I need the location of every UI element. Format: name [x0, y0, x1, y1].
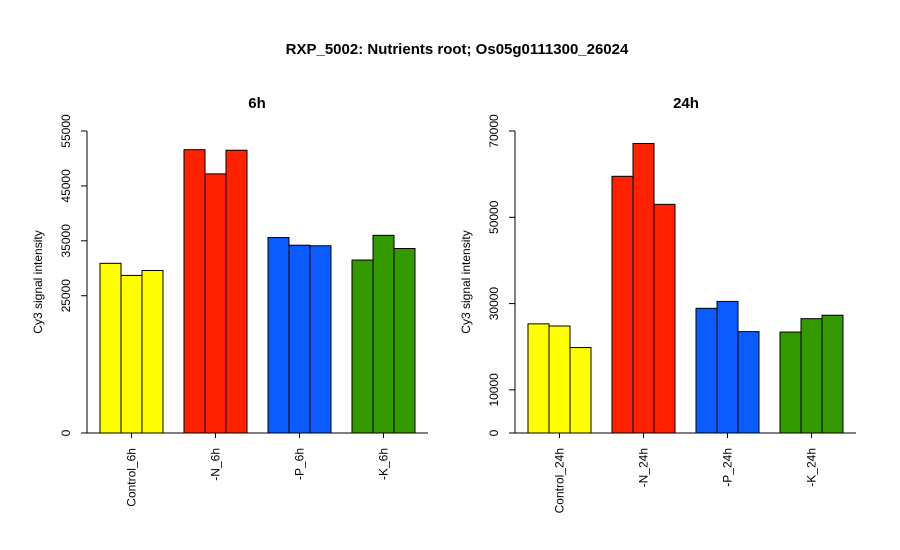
- y-tick-label-24h: 10000: [487, 373, 501, 407]
- category-label-24h: -K_24h: [805, 448, 819, 487]
- category-label-24h: Control_24h: [553, 448, 567, 513]
- category-label-6h: -K_6h: [377, 448, 391, 480]
- category-label-6h: -N_6h: [209, 448, 223, 481]
- bar-k-24h-rep2: [800, 318, 823, 434]
- chart-24h: 24h Cy3 signal intensity 0 10000 30000 5000…: [459, 95, 856, 513]
- bar-n-6h-rep2: [204, 173, 227, 434]
- chart-title-6h: 6h: [248, 95, 266, 112]
- bar-control-6h-rep3: [141, 269, 164, 434]
- y-tick-label-6h: 45000: [59, 169, 73, 203]
- category-label-24h: -N_24h: [637, 448, 651, 487]
- bar-p-24h-rep1: [695, 307, 718, 434]
- bar-n-24h-rep1: [611, 175, 634, 434]
- bar-k-6h-rep1: [351, 259, 374, 434]
- bar-n-6h-rep3: [225, 149, 248, 434]
- bar-k-6h-rep3: [393, 248, 416, 434]
- bar-p-6h-rep1: [267, 237, 290, 434]
- y-tick-label-6h: 35000: [59, 224, 73, 258]
- bar-n-6h-rep1: [183, 149, 206, 434]
- bar-control-24h-rep3: [569, 347, 592, 434]
- chart-title-24h: 24h: [673, 95, 699, 112]
- y-tick-label-6h: 25000: [59, 279, 73, 313]
- bar-n-24h-rep3: [653, 203, 676, 434]
- y-axis-label-24h: Cy3 signal intensity: [459, 230, 473, 333]
- y-tick-label-24h: 50000: [487, 200, 501, 234]
- bar-p-24h-rep3: [737, 331, 760, 434]
- y-tick-label-24h: 30000: [487, 287, 501, 321]
- y-tick-label-6h: 55000: [59, 114, 73, 148]
- y-axis-label-6h: Cy3 signal intensity: [31, 230, 45, 333]
- bar-control-24h-rep1: [527, 323, 550, 434]
- bar-k-24h-rep1: [779, 331, 802, 434]
- chart-6h: 6h Cy3 signal intensity 0 25000 35000 45000…: [31, 95, 428, 507]
- y-tick-label-24h: 70000: [487, 114, 501, 148]
- category-label-6h: Control_6h: [125, 448, 139, 507]
- figure-title: RXP_5002: Nutrients root; Os05g0111300_2…: [286, 41, 629, 58]
- y-tick-label-6h: 0: [59, 429, 73, 436]
- bar-control-24h-rep2: [548, 325, 571, 434]
- bar-p-6h-rep2: [288, 244, 311, 434]
- category-label-24h: -P_24h: [721, 448, 735, 487]
- bar-p-6h-rep3: [309, 245, 332, 434]
- bar-control-6h-rep2: [120, 274, 143, 434]
- bar-n-24h-rep2: [632, 143, 655, 434]
- bar-k-6h-rep2: [372, 234, 395, 434]
- bar-p-24h-rep2: [716, 300, 739, 434]
- bar-control-6h-rep1: [99, 262, 122, 434]
- y-tick-label-24h: 0: [487, 429, 501, 436]
- bar-k-24h-rep3: [821, 314, 844, 434]
- category-label-6h: -P_6h: [293, 448, 307, 480]
